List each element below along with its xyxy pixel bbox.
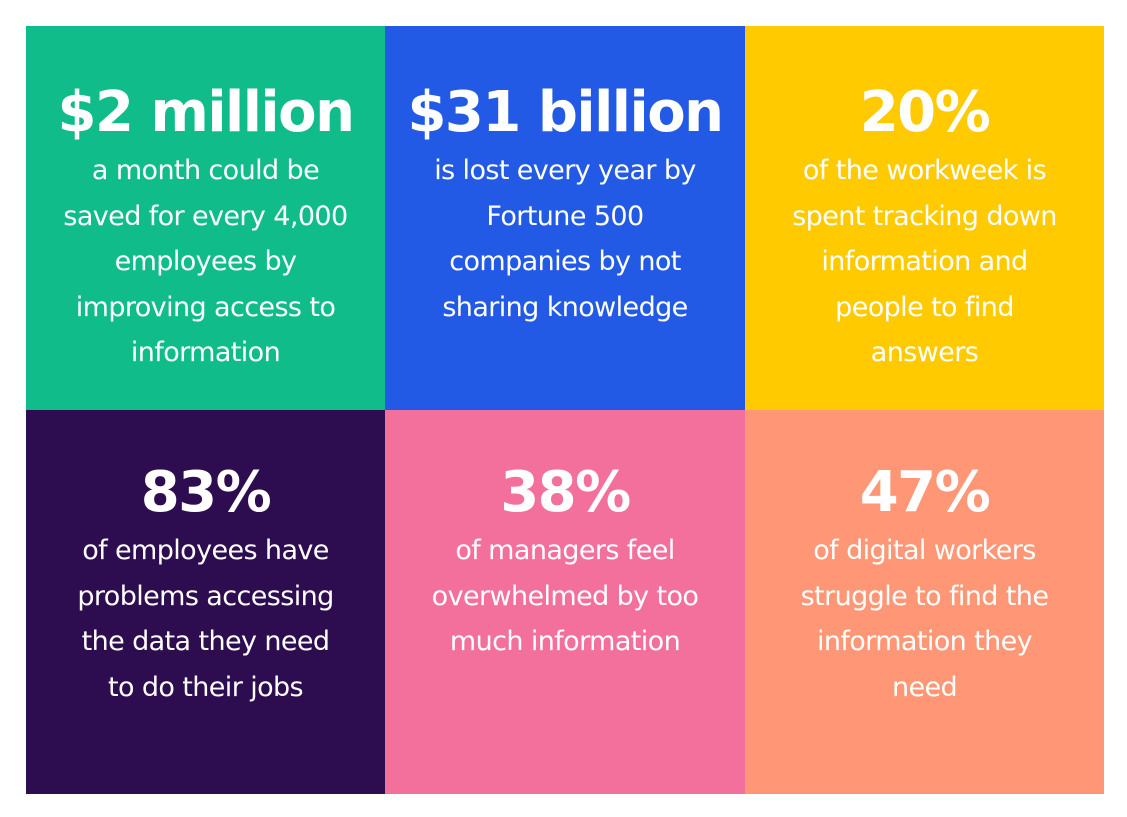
stat-headline: 38% [500, 460, 631, 525]
stat-line: information and [821, 246, 1028, 277]
stat-line: companies by not [449, 246, 681, 277]
stat-line: is lost every year by [434, 155, 696, 186]
stat-line: Fortune 500 [486, 200, 644, 232]
stat-line: struggle to find the [800, 580, 1049, 612]
stat-description: of the workweek is spent tracking down i… [745, 148, 1104, 376]
stat-line: of digital workers [813, 535, 1036, 566]
stat-tile-31-billion: $31 billion is lost every year by Fortun… [385, 26, 745, 410]
stat-line: to do their jobs [107, 671, 304, 703]
stat-line: problems accessing [77, 580, 334, 612]
stat-line: of the workweek is [802, 155, 1047, 186]
stat-line: information they [816, 626, 1033, 657]
stat-line: much information [449, 626, 681, 657]
stat-line: people to find [835, 291, 1014, 323]
stat-line: of managers feel [455, 535, 675, 566]
stat-tile-20-percent: 20% of the workweek is spent tracking do… [745, 26, 1104, 410]
stat-line: a month could be [91, 155, 320, 186]
stat-description: of managers feel overwhelmed by too much… [385, 528, 745, 665]
stat-description: of digital workers struggle to find the … [745, 528, 1104, 710]
stat-line: need [891, 671, 958, 703]
stat-tile-47-percent: 47% of digital workers struggle to find … [745, 410, 1104, 794]
stat-description: of employees have problems accessing the… [26, 528, 385, 710]
stat-line: improving access to [75, 291, 336, 323]
stat-line: overwhelmed by too [431, 580, 699, 612]
stat-line: the data they need [81, 626, 330, 657]
stat-line: saved for every 4,000 [63, 200, 348, 232]
stat-line: sharing knowledge [442, 291, 688, 323]
stat-tile-2-million: $2 million a month could be saved for ev… [26, 26, 385, 410]
stat-headline: $2 million [57, 80, 355, 145]
stat-headline: 20% [859, 80, 991, 145]
stats-grid: $2 million a month could be saved for ev… [26, 26, 1104, 794]
stat-headline: $31 billion [407, 80, 724, 145]
stat-line: employees by [114, 246, 297, 277]
stat-headline: 47% [859, 460, 991, 525]
stat-tile-38-percent: 38% of managers feel overwhelmed by too … [385, 410, 745, 794]
stat-line: information [130, 337, 281, 368]
stat-headline: 83% [140, 460, 272, 525]
stat-description: a month could be saved for every 4,000 e… [26, 148, 385, 376]
stat-line: of employees have [82, 535, 329, 566]
stat-tile-83-percent: 83% of employees have problems accessing… [26, 410, 385, 794]
stat-line: answers [870, 337, 979, 368]
stat-line: spent tracking down [792, 200, 1057, 232]
stat-description: is lost every year by Fortune 500 compan… [385, 148, 745, 330]
